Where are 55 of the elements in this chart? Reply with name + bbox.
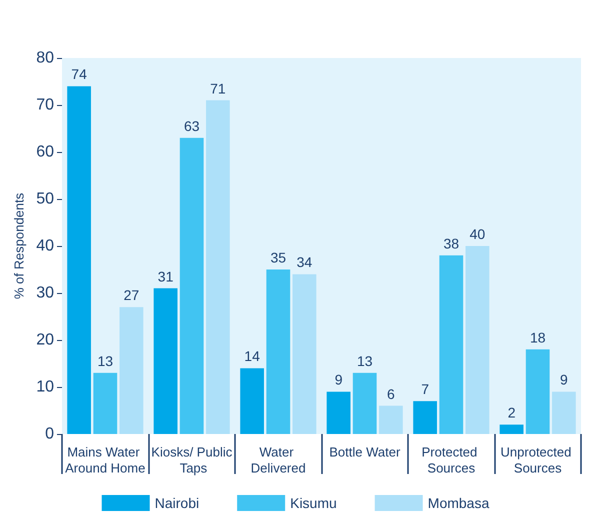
y-axis-title: % of Respondents (11, 192, 26, 300)
x-tick-label: Water Delivered (250, 444, 306, 476)
data-label: 13 (356, 352, 373, 369)
data-label: 7 (421, 381, 430, 398)
bar (352, 372, 377, 434)
bar (154, 288, 178, 434)
y-tick-label: 30 (36, 284, 54, 302)
legend-label: Kisumu (290, 495, 337, 511)
data-label: 2 (508, 404, 516, 421)
bar (266, 270, 290, 434)
y-tick-label: 40 (36, 238, 54, 254)
data-label: 40 (470, 226, 486, 242)
legend-label: Nairobi (154, 495, 200, 511)
bar (240, 368, 264, 434)
bar (379, 406, 403, 434)
data-label: 6 (387, 386, 396, 402)
data-label: 38 (443, 235, 460, 252)
bar (180, 138, 204, 434)
x-tick-label: Unprotected Sources (500, 444, 575, 476)
x-tick-label: Bottle Water (329, 444, 401, 460)
data-label: 9 (560, 372, 568, 388)
bar (552, 392, 576, 434)
y-tick-label: 10 (36, 378, 54, 396)
bar (413, 401, 437, 434)
bar (500, 424, 524, 434)
data-label: 27 (124, 287, 140, 304)
data-label: 63 (184, 118, 200, 134)
bar (526, 349, 550, 434)
bar (120, 307, 144, 434)
legend-label: Mombasa (428, 495, 490, 511)
data-label: 13 (97, 352, 114, 369)
y-tick-label: 20 (36, 332, 54, 348)
y-tick-label: 0 (45, 426, 54, 442)
y-tick-label: 70 (36, 96, 54, 114)
data-label: 35 (270, 250, 286, 266)
x-tick-label: Protected Sources (422, 444, 481, 476)
data-label: 71 (210, 80, 226, 96)
bar (466, 246, 490, 434)
y-tick-label: 50 (36, 190, 54, 208)
data-label: 31 (158, 268, 174, 284)
data-label: 74 (71, 66, 88, 82)
data-label: 18 (530, 329, 546, 346)
bar (439, 255, 464, 434)
bar (67, 86, 91, 434)
y-tick-label: 60 (36, 144, 54, 160)
x-tick-label: Kiosks/ Public Taps (151, 444, 233, 476)
data-label: 14 (244, 348, 260, 364)
x-tick-label: Mains Water Around Home (65, 444, 146, 476)
data-label: 9 (334, 372, 343, 388)
y-tick-label: 80 (36, 50, 54, 66)
bar (206, 100, 230, 434)
bar (326, 392, 350, 434)
bar (93, 372, 118, 434)
bar (292, 274, 316, 434)
data-label: 34 (296, 254, 312, 270)
